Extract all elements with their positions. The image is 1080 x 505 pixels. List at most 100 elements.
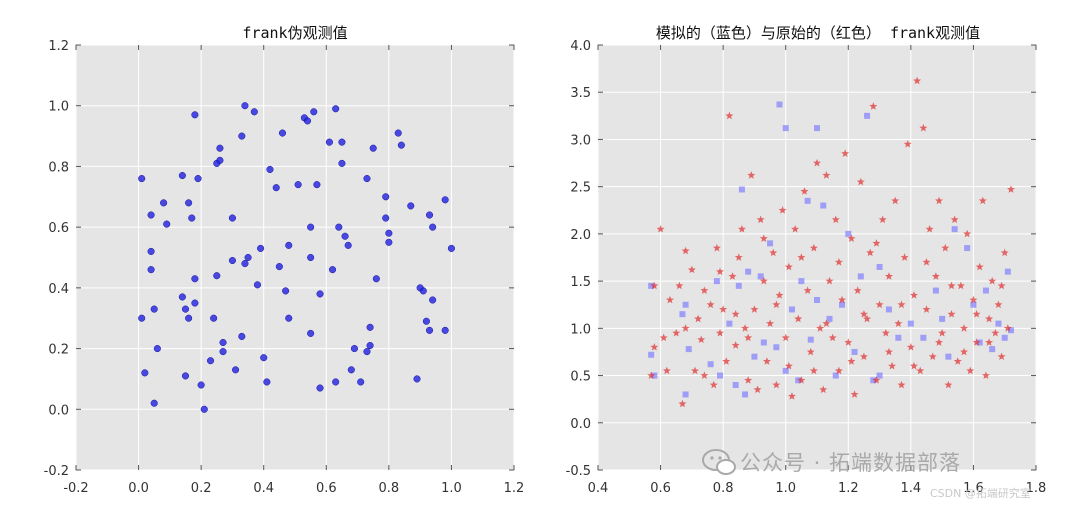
simulated-point [807,336,814,343]
scatter-point [260,354,268,362]
original-point [913,76,922,85]
simulated-point [845,230,852,237]
original-point [650,343,659,351]
original-point [997,281,1006,290]
original-point [941,243,950,252]
scatter-point [429,223,437,231]
original-point [916,366,925,375]
original-point [969,295,978,304]
x-tick-label: 1.2 [838,481,859,496]
original-point [975,262,984,271]
scatter-point [429,296,437,304]
x-tick-label: 1.6 [963,481,984,496]
original-point [681,324,690,332]
scatter-point [419,287,427,295]
x-tick-label: 1.2 [504,481,525,496]
scatter-point [307,329,315,337]
scatter-point [316,290,324,298]
simulated-point [682,391,689,398]
original-point [750,305,759,313]
original-point [665,295,674,304]
scatter-point [200,405,208,413]
original-point [706,300,715,309]
original-point [681,246,690,255]
original-point [928,352,937,361]
scatter-point [191,111,199,119]
simulated-point [713,278,720,285]
scatter-point [285,241,293,249]
plot-area-right [597,44,1037,471]
x-tick-label: 0.8 [379,481,400,496]
original-point [731,341,740,349]
scatter-point [228,256,236,265]
simulated-point [870,377,877,384]
plot-area-left [75,44,515,471]
original-point [762,357,771,365]
simulated-point [782,367,789,374]
original-point [831,215,840,224]
simulated-point [951,226,958,233]
y-tick-label: 2.5 [570,181,591,196]
scatter-point [294,181,302,189]
scatter-point [347,366,355,374]
simulated-point [798,278,805,285]
original-point [985,314,994,323]
chart-title-left: frank伪观测值 [242,24,347,42]
scatter-point [191,275,199,283]
simulated-point [760,339,767,346]
watermark-text: 公众号 · 拓端数据部落 [740,451,961,475]
simulated-point [857,273,864,280]
scatter-point [332,378,340,386]
scatter-point [363,348,371,356]
original-point [884,347,893,356]
scatter-point [147,266,155,274]
original-point [834,258,843,266]
original-point [1003,324,1012,332]
scatter-point [275,263,283,271]
original-point [956,281,965,290]
original-point [838,295,847,304]
y-tick-label: -0.2 [44,464,69,479]
scatter-point [332,105,340,113]
scatter-point [285,314,293,322]
simulated-point [832,372,839,379]
x-tick-label: 0.6 [316,481,337,496]
original-point [947,309,956,318]
scatter-point [141,369,149,377]
original-point [800,187,809,195]
simulated-point [920,334,927,341]
simulated-point [932,287,939,294]
original-point [659,333,668,342]
scatter-point [194,175,202,183]
scatter-point [185,199,193,207]
simulated-point [964,245,971,252]
original-point [966,366,975,375]
simulated-point [976,339,983,346]
original-point [891,196,900,205]
original-point [853,286,862,294]
original-point [700,286,709,294]
original-point [953,357,962,365]
simulated-point [717,372,724,379]
original-point [850,390,859,398]
y-tick-label: 0.6 [48,221,69,236]
original-point [662,366,671,375]
simulated-point [820,202,827,209]
y-tick-label: 0.8 [48,160,69,175]
original-point [872,376,881,384]
original-point [888,361,897,370]
original-point [787,392,796,400]
scatter-point [338,159,346,167]
simulated-point [732,382,739,388]
scatter-point [422,317,430,325]
scatter-point [216,144,224,152]
simulated-point [738,186,745,193]
original-point [856,177,865,186]
original-point [1006,185,1015,193]
scatter-point [363,175,371,183]
original-point [985,338,994,346]
wechat-icon [702,449,736,475]
x-tick-label: 0.4 [253,481,274,496]
original-point [869,102,878,110]
original-point [841,149,850,158]
